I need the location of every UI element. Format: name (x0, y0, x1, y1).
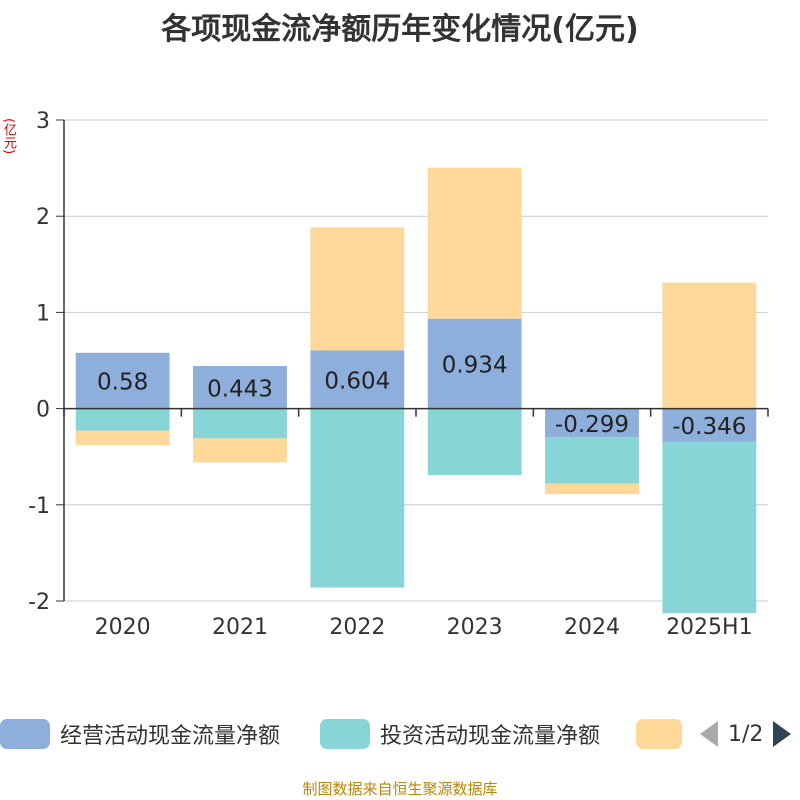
bar-2024-s2 (545, 483, 639, 495)
data-label: 0.443 (207, 376, 273, 402)
bar-2020-s0 (75, 352, 170, 409)
data-label: -0.346 (672, 414, 746, 440)
x-tick-label: 2023 (447, 615, 503, 640)
bar-2020-s1 (75, 408, 170, 431)
legend-item-investing[interactable]: 投资活动现金流量净额 (320, 712, 600, 756)
bar-2021-s0 (193, 365, 287, 409)
y-tick-label: -1 (28, 494, 50, 519)
x-tick-label: 2022 (329, 615, 385, 640)
bar-2025H1-s1 (662, 441, 757, 614)
bar-2023-s1 (427, 408, 522, 475)
page-next-icon[interactable] (773, 721, 792, 747)
legend-page-indicator: 1/2 (728, 721, 764, 747)
bar-2024-s0 (545, 408, 639, 438)
legend-label-operating: 经营活动现金流量净额 (60, 724, 281, 749)
bar-2022-s1 (310, 408, 405, 588)
bar-2023-s2 (427, 167, 522, 319)
bar-2020-s2 (75, 430, 170, 446)
y-tick-label: -2 (28, 590, 50, 615)
data-label: -0.299 (555, 412, 629, 438)
page-prev-icon[interactable] (700, 721, 718, 747)
bar-2022-s2 (310, 227, 405, 351)
legend-swatch-financing (636, 719, 682, 749)
bar-2024-s1 (545, 437, 639, 484)
y-tick-label: 0 (36, 398, 50, 423)
bar-2023-s0 (427, 318, 522, 409)
legend-label-investing: 投资活动现金流量净额 (380, 724, 601, 749)
x-tick-label: 2025H1 (666, 615, 753, 640)
legend-swatch-operating (0, 719, 50, 749)
grid-lines (64, 119, 768, 602)
data-label: 0.58 (97, 370, 148, 396)
bar-2025H1-s2 (662, 282, 757, 409)
legend-item-financing[interactable] (636, 712, 692, 756)
legend-pager: 1/2 (700, 712, 792, 756)
legend: 经营活动现金流量净额 投资活动现金流量净额 (0, 712, 800, 756)
legend-swatch-investing (320, 719, 370, 749)
bar-2021-s1 (193, 408, 287, 439)
y-tick-label: 3 (36, 109, 50, 134)
chart-title: 各项现金流净额历年变化情况(亿元) (161, 12, 639, 47)
y-tick-label: 2 (36, 205, 50, 230)
data-label: 0.604 (324, 369, 390, 395)
labels: 2020 0.58 2021 0.443 2022 0.604 2023 0.934 2024 -… (95, 353, 753, 640)
x-tick-label: 2020 (95, 615, 151, 640)
bar-2025H1-s0 (662, 408, 757, 442)
y-tick-label: 1 (36, 301, 50, 326)
data-label: 0.934 (442, 353, 508, 379)
bar-2022-s0 (310, 350, 405, 409)
y-axis-unit-label: (亿元) (1, 118, 16, 155)
legend-item-operating[interactable]: 经营活动现金流量净额 (0, 712, 280, 756)
x-tick-label: 2021 (212, 615, 268, 640)
x-tick-label: 2024 (564, 615, 620, 640)
bars (75, 167, 757, 614)
bar-chart: 3 2 1 0 -1 -2 2020 0.58 2021 0.443 2022 0.604 2023 0… (28, 109, 769, 640)
axes: 3 2 1 0 -1 -2 (28, 109, 769, 615)
bar-2021-s2 (193, 438, 287, 463)
data-source-note: 制图数据来自恒生聚源数据库 (302, 780, 498, 798)
